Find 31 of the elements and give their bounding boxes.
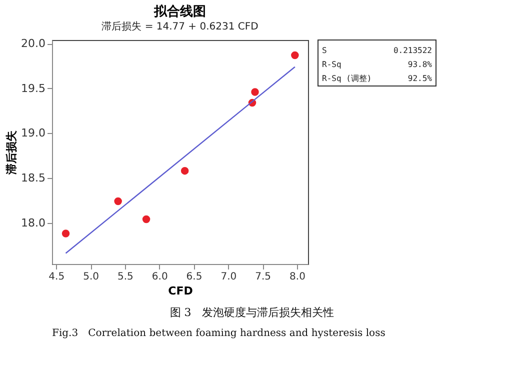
- x-tick-label: 7.0: [220, 272, 237, 282]
- x-tick-label: 5.5: [117, 272, 134, 282]
- text: 92.5%: [408, 74, 432, 83]
- x-tick-label: 6.5: [186, 272, 202, 282]
- point: [180, 166, 189, 175]
- x-tick-label: 6.0: [152, 272, 168, 282]
- text: 0.213522: [393, 46, 432, 55]
- point: [114, 197, 122, 206]
- y-tick-label: 18.5: [21, 171, 46, 184]
- chart-subtitle: 滞后损失 = 14.77 + 0.6231 CFD: [102, 20, 259, 33]
- caption: 图 3 发泡硬度与滞后损失相关性: [170, 306, 334, 319]
- y-tick-label: 20.0: [21, 37, 46, 50]
- x-tick-label: 7.5: [255, 272, 272, 282]
- y-axis-title: 滞后损失: [5, 130, 18, 176]
- point: [62, 230, 70, 238]
- text: S: [322, 46, 327, 55]
- x-tick-label: 4.5: [48, 272, 65, 282]
- y-tick-label: 19.5: [21, 82, 46, 95]
- text: R-Sq (调整): [322, 74, 372, 83]
- chart-title: 拟合线图: [153, 4, 206, 20]
- text: R-Sq: [322, 60, 342, 69]
- point: [251, 88, 259, 96]
- y-tick-label: 18.0: [21, 216, 46, 230]
- caption: Fig.3 Correlation between foaming hardness and hysteresis loss: [52, 328, 386, 339]
- text: 93.8%: [408, 60, 432, 69]
- point: [142, 215, 150, 224]
- x-tick-label: 5.0: [83, 272, 99, 282]
- x-axis-title: CFD: [168, 284, 193, 298]
- y-tick-label: 19.0: [21, 126, 46, 140]
- point: [291, 51, 299, 60]
- x-tick-label: 8.0: [290, 272, 306, 282]
